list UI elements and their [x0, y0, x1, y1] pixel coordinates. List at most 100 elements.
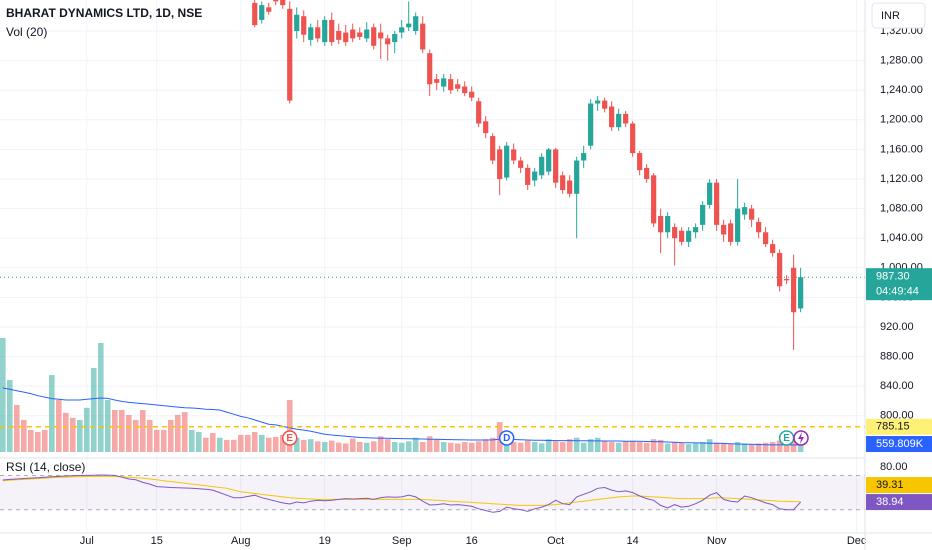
- candle-body: [413, 16, 419, 32]
- volume-bar: [517, 442, 524, 452]
- candle-body: [728, 223, 734, 242]
- volume-bar: [265, 437, 272, 452]
- volume-bar: [286, 399, 293, 452]
- candle-body: [581, 153, 587, 161]
- volume-bar: [307, 439, 314, 452]
- volume-bar: [440, 442, 447, 452]
- x-tick-label: Sep: [392, 535, 412, 547]
- volume-bar: [720, 443, 727, 452]
- volume-bar: [244, 434, 251, 452]
- y-tick-label: 1,280.00: [880, 55, 923, 67]
- volume-bar: [195, 432, 202, 452]
- volume-bar: [615, 442, 622, 452]
- y-tick-label: 1,120.00: [880, 173, 923, 185]
- candle-body: [553, 149, 559, 183]
- volume-bar: [300, 439, 307, 452]
- candle-body: [511, 149, 517, 161]
- volume-bar: [426, 436, 433, 452]
- candle-body: [287, 8, 293, 101]
- candle-body: [539, 156, 545, 176]
- y-tick-label: 1,160.00: [880, 143, 923, 155]
- rsi-tick-label: 80.00: [880, 461, 908, 473]
- candle-body: [504, 145, 510, 178]
- last-price-box: [866, 268, 932, 301]
- volume-bar: [209, 433, 216, 452]
- candle-body: [259, 5, 265, 20]
- candle-body: [574, 160, 580, 194]
- rsi-ma-label-box: [866, 477, 932, 494]
- volume-bar: [447, 442, 454, 452]
- candle-body: [784, 278, 790, 281]
- candle-body: [616, 113, 622, 128]
- candle-body: [336, 31, 342, 40]
- volume-bar: [727, 444, 734, 452]
- volume-bar: [111, 409, 118, 452]
- candle-body: [280, 0, 286, 6]
- candle-body: [371, 27, 377, 46]
- volume-bar: [734, 442, 741, 452]
- volume-bar: [188, 429, 195, 452]
- y-tick-label: 1,040.00: [880, 232, 923, 244]
- volume-bar: [398, 442, 405, 452]
- candle-body: [469, 91, 475, 98]
- volume-bar: [167, 419, 174, 452]
- candle-body: [357, 32, 363, 37]
- event-label: E: [286, 433, 293, 444]
- volume-bar: [48, 375, 55, 452]
- candle-body: [427, 53, 433, 85]
- volume-bar: [181, 412, 188, 452]
- candle-body: [455, 84, 461, 89]
- candle-body: [686, 230, 692, 242]
- candle-body: [490, 136, 496, 161]
- volume-bar: [76, 419, 83, 452]
- volume-bar: [657, 439, 664, 452]
- candle-body: [602, 100, 608, 109]
- volume-bar: [258, 434, 265, 452]
- volume-bar: [335, 442, 342, 452]
- volume-bar: [755, 443, 762, 452]
- volume-bar: [482, 439, 489, 452]
- rsi-label-box: [866, 494, 932, 511]
- volume-bar: [153, 429, 160, 452]
- candle-body: [644, 167, 650, 179]
- rsi-pane: [0, 474, 865, 513]
- volume-bar: [230, 439, 237, 452]
- candle-body: [273, 0, 279, 2]
- volume-bar: [524, 440, 531, 452]
- volume-bar: [636, 442, 643, 452]
- volume-bar: [573, 437, 580, 452]
- candle-body: [525, 167, 531, 185]
- currency[interactable]: INR: [881, 10, 900, 22]
- candle-body: [448, 79, 454, 91]
- volume-bar: [405, 441, 412, 452]
- volume-bar: [580, 442, 587, 452]
- candle-body: [476, 101, 482, 124]
- y-tick-label: 840.00: [880, 380, 914, 392]
- volume-bar: [545, 439, 552, 452]
- y-tick-label: 800.00: [880, 410, 914, 422]
- volume-bar: [650, 439, 657, 452]
- candle-body: [420, 23, 426, 50]
- volume-bar: [314, 441, 321, 452]
- volume-bar: [321, 442, 328, 452]
- volume-bar: [342, 443, 349, 452]
- event-marker: [281, 430, 298, 446]
- candle-body: [700, 204, 706, 225]
- volume-bar: [328, 440, 335, 452]
- volume-bar: [587, 439, 594, 452]
- candle-body: [350, 29, 356, 39]
- rsi-ma-line: [2, 475, 801, 506]
- volume-bar: [664, 443, 671, 452]
- volume-bar: [356, 442, 363, 452]
- currency-box[interactable]: [871, 2, 926, 29]
- rsi-band: [0, 475, 865, 510]
- volume-bar: [419, 442, 426, 452]
- candle-body: [742, 207, 748, 215]
- x-tick-label: Nov: [707, 535, 727, 547]
- candle-body: [707, 182, 713, 205]
- volume-bar: [223, 439, 230, 452]
- candle-body: [714, 182, 720, 225]
